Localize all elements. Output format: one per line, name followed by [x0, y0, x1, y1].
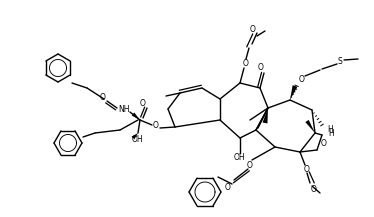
- Text: S: S: [338, 56, 342, 66]
- Text: O: O: [321, 138, 327, 148]
- Text: O: O: [225, 182, 231, 191]
- Text: NH: NH: [118, 105, 130, 113]
- Text: O: O: [304, 164, 310, 174]
- Text: O: O: [140, 100, 146, 108]
- Text: H: H: [327, 125, 333, 135]
- Text: O: O: [299, 74, 305, 84]
- Text: OH: OH: [131, 135, 143, 143]
- Polygon shape: [305, 120, 315, 133]
- Text: O: O: [250, 26, 256, 35]
- Text: O: O: [153, 122, 159, 130]
- Text: OH: OH: [233, 153, 245, 163]
- Text: O: O: [311, 184, 317, 194]
- Text: H: H: [328, 128, 334, 138]
- Text: O: O: [100, 92, 106, 102]
- Polygon shape: [290, 85, 297, 100]
- Text: O: O: [258, 64, 264, 72]
- Polygon shape: [132, 133, 138, 139]
- Polygon shape: [132, 112, 140, 120]
- Polygon shape: [263, 108, 268, 123]
- Text: O: O: [247, 161, 253, 169]
- Text: O: O: [243, 59, 249, 67]
